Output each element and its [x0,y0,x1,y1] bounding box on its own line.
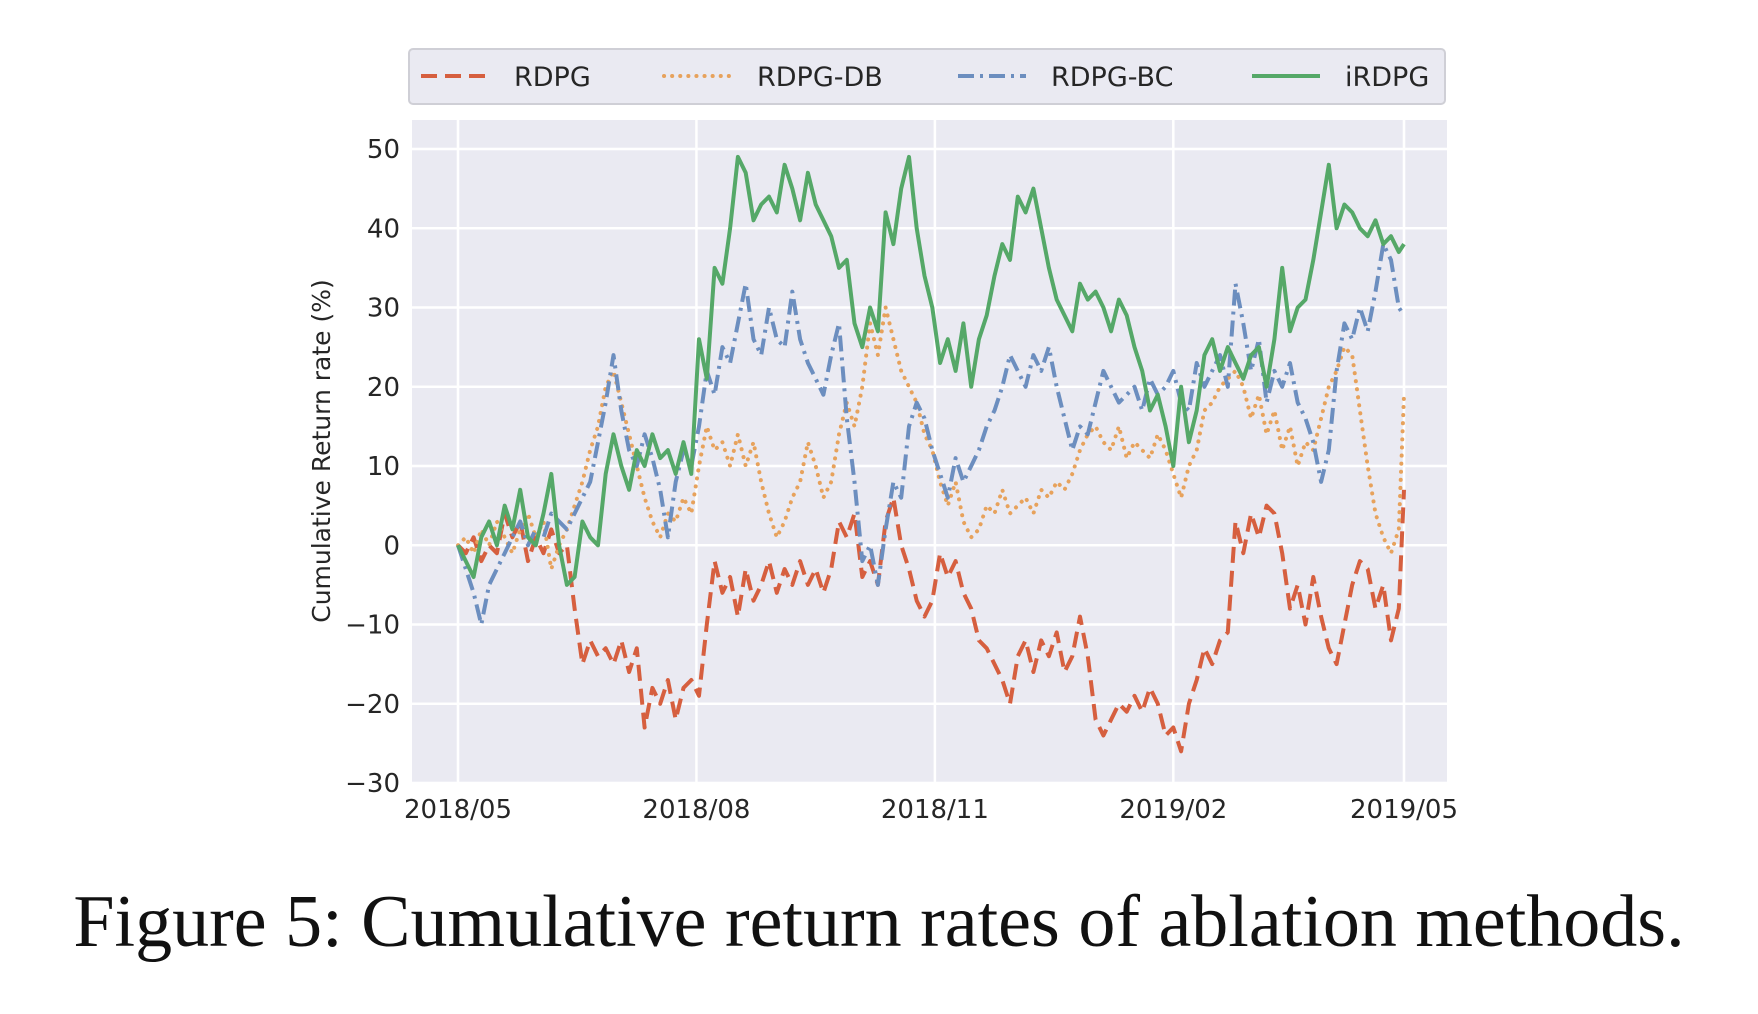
series-lines [456,154,1406,754]
legend-label: RDPG-DB [757,62,883,93]
plot-area [412,120,1447,783]
y-tick-label: 20 [367,373,400,403]
x-tick-label: 2018/11 [881,795,989,825]
x-tick-labels: 2018/05 2018/08 2018/11 2019/02 2019/05 [404,795,1458,825]
grid [412,120,1447,785]
y-tick-label: −10 [345,611,400,641]
y-tick-label: −30 [345,769,400,799]
y-axis-title: Cumulative Return rate (%) [307,279,336,623]
y-tick-labels: 50 40 30 20 10 0 −10 −20 −30 [345,135,400,799]
x-tick-label: 2018/05 [404,795,512,825]
series-line-irdpg [456,154,1406,587]
y-tick-label: 10 [367,452,400,482]
y-tick-label: 0 [383,531,400,561]
series-line-rdpg-bc [456,242,1406,627]
y-tick-label: 40 [367,214,400,244]
y-tick-label: −20 [345,690,400,720]
y-tick-label: 50 [367,135,400,165]
legend-label: RDPG-BC [1051,62,1173,93]
figure-caption: Figure 5: Cumulative return rates of abl… [73,881,1685,963]
series-line-rdpg [456,489,1406,754]
x-tick-label: 2018/08 [642,795,750,825]
legend-box [408,48,1446,105]
y-tick-label: 30 [367,294,400,324]
legend-label: iRDPG [1345,62,1429,93]
x-tick-label: 2019/05 [1350,795,1458,825]
legend-label: RDPG [514,62,591,93]
cumulative-return-chart: RDPG RDPG-DB RDPG-BC iRDPG 50 40 30 20 10 0 −10 −2… [307,48,1458,825]
x-tick-label: 2019/02 [1119,795,1227,825]
legend: RDPG RDPG-DB RDPG-BC iRDPG [408,48,1446,105]
